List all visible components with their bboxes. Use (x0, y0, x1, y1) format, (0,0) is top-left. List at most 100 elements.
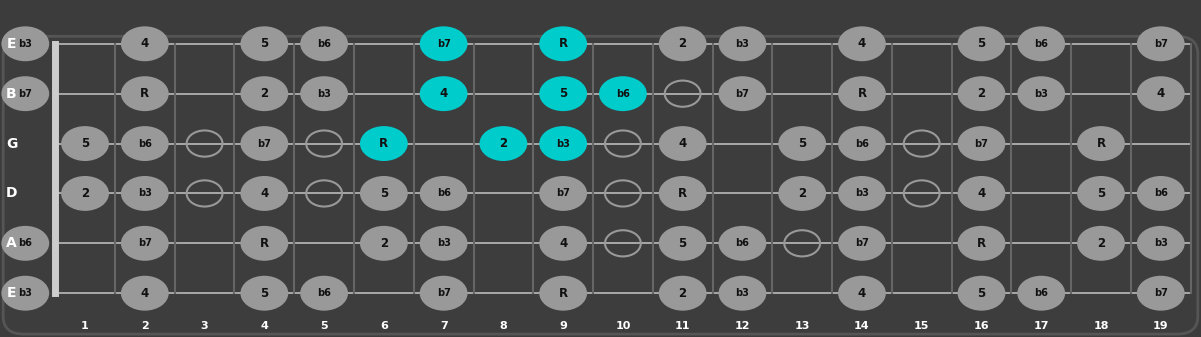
Text: 2: 2 (679, 37, 687, 50)
Ellipse shape (1137, 176, 1184, 211)
Ellipse shape (300, 76, 348, 111)
Text: b7: b7 (138, 238, 151, 248)
Text: b7: b7 (1154, 39, 1167, 49)
Text: 5: 5 (80, 137, 89, 150)
Ellipse shape (838, 176, 886, 211)
FancyBboxPatch shape (4, 36, 1197, 334)
Text: 5: 5 (799, 137, 806, 150)
Text: 8: 8 (500, 320, 507, 331)
Ellipse shape (838, 76, 886, 111)
Text: 2: 2 (679, 287, 687, 300)
Text: 5: 5 (978, 287, 986, 300)
Ellipse shape (718, 26, 766, 61)
Text: b6: b6 (1154, 188, 1167, 198)
Ellipse shape (240, 226, 288, 261)
Text: 18: 18 (1093, 320, 1109, 331)
Text: 2: 2 (261, 87, 268, 100)
Ellipse shape (1137, 276, 1184, 311)
Text: b3: b3 (18, 288, 32, 298)
Text: b3: b3 (735, 288, 749, 298)
Text: 5: 5 (380, 187, 388, 200)
Ellipse shape (838, 126, 886, 161)
Ellipse shape (957, 176, 1005, 211)
Ellipse shape (1077, 176, 1125, 211)
Text: b6: b6 (1034, 288, 1048, 298)
Text: 4: 4 (679, 137, 687, 150)
Text: 4: 4 (261, 187, 269, 200)
Ellipse shape (1, 26, 49, 61)
Text: b7: b7 (974, 139, 988, 149)
Text: 6: 6 (380, 320, 388, 331)
Text: b7: b7 (18, 89, 32, 99)
Ellipse shape (1137, 226, 1184, 261)
Text: 4: 4 (858, 287, 866, 300)
Text: b6: b6 (616, 89, 629, 99)
Ellipse shape (1, 276, 49, 311)
Ellipse shape (1077, 126, 1125, 161)
Ellipse shape (360, 226, 408, 261)
Ellipse shape (300, 26, 348, 61)
Ellipse shape (1017, 276, 1065, 311)
Text: R: R (558, 287, 568, 300)
Ellipse shape (659, 26, 706, 61)
Ellipse shape (240, 176, 288, 211)
Ellipse shape (957, 276, 1005, 311)
Ellipse shape (659, 126, 706, 161)
Text: 17: 17 (1034, 320, 1048, 331)
Ellipse shape (1137, 76, 1184, 111)
Text: b6: b6 (437, 188, 450, 198)
Ellipse shape (718, 226, 766, 261)
Ellipse shape (838, 26, 886, 61)
Ellipse shape (240, 126, 288, 161)
Text: b6: b6 (1034, 39, 1048, 49)
Ellipse shape (539, 226, 587, 261)
Ellipse shape (539, 276, 587, 311)
Text: b3: b3 (18, 39, 32, 49)
Text: b6: b6 (317, 288, 331, 298)
Text: 5: 5 (261, 287, 269, 300)
Text: b3: b3 (437, 238, 450, 248)
Text: b3: b3 (317, 89, 331, 99)
Ellipse shape (121, 26, 168, 61)
Text: 5: 5 (1097, 187, 1105, 200)
Ellipse shape (1, 76, 49, 111)
Text: 4: 4 (558, 237, 567, 250)
Text: 5: 5 (261, 37, 269, 50)
Text: 13: 13 (795, 320, 809, 331)
Ellipse shape (479, 126, 527, 161)
Text: 2: 2 (380, 237, 388, 250)
Text: b3: b3 (1154, 238, 1167, 248)
Ellipse shape (599, 76, 647, 111)
Ellipse shape (778, 126, 826, 161)
Text: b6: b6 (138, 139, 151, 149)
Ellipse shape (957, 226, 1005, 261)
Text: b6: b6 (855, 139, 868, 149)
Ellipse shape (659, 276, 706, 311)
Ellipse shape (957, 26, 1005, 61)
Ellipse shape (778, 176, 826, 211)
Ellipse shape (1, 226, 49, 261)
Text: 3: 3 (201, 320, 209, 331)
Ellipse shape (419, 226, 467, 261)
Text: b6: b6 (18, 238, 32, 248)
Ellipse shape (419, 176, 467, 211)
Text: b7: b7 (855, 238, 868, 248)
Ellipse shape (121, 176, 168, 211)
Text: R: R (141, 87, 149, 100)
Text: 9: 9 (560, 320, 567, 331)
Text: R: R (976, 237, 986, 250)
Text: 4: 4 (141, 287, 149, 300)
Text: E: E (7, 286, 17, 300)
Text: R: R (679, 187, 687, 200)
Ellipse shape (61, 126, 109, 161)
Ellipse shape (1017, 76, 1065, 111)
Text: R: R (558, 37, 568, 50)
Text: b6: b6 (317, 39, 331, 49)
Text: b3: b3 (556, 139, 570, 149)
Ellipse shape (419, 76, 467, 111)
Ellipse shape (718, 276, 766, 311)
Ellipse shape (1077, 226, 1125, 261)
Ellipse shape (838, 276, 886, 311)
Text: R: R (858, 87, 866, 100)
Text: 15: 15 (914, 320, 930, 331)
